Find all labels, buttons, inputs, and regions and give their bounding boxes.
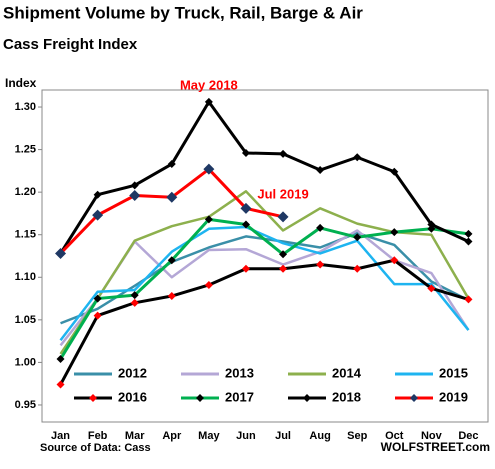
y-tick-label: 1.00 [15,356,36,368]
y-tick-label: 1.30 [15,101,36,113]
chart-subtitle: Cass Freight Index [3,36,138,53]
series-line [59,100,470,255]
y-tick-label: 1.10 [15,271,36,283]
data-point [279,264,288,273]
data-point [390,256,399,265]
legend-label: 2016 [118,389,147,404]
data-point [390,228,399,237]
data-point [279,149,288,158]
data-point [316,223,325,232]
legend-marker [410,394,418,402]
data-point [93,190,102,199]
y-axis-label: Index [5,76,37,90]
data-point [241,220,250,229]
data-point [167,160,176,169]
data-point [167,256,176,265]
x-tick-label: Aug [309,430,330,442]
data-point [427,284,436,293]
data-point [316,260,325,269]
data-point [167,292,176,301]
data-point [279,250,288,259]
data-point [390,167,399,176]
legend-label: 2014 [332,365,362,380]
x-tick-label: Jan [51,430,70,442]
legend-label: 2019 [439,389,468,404]
source: Source of Data: Cass [40,442,151,454]
credit: WOLFSTREET.com [381,440,490,454]
data-point [241,148,250,157]
data-point [55,247,67,259]
data-point [353,233,362,242]
legend-marker [303,394,311,402]
data-point [129,190,141,202]
legend-marker [196,394,204,402]
legend-label: 2018 [332,389,361,404]
plot-frame [41,89,489,423]
series-line [59,217,469,360]
annotation: Jul 2019 [257,186,308,201]
data-point [316,166,325,175]
data-point [464,229,473,238]
data-point [427,220,436,229]
x-tick-label: Jul [275,430,291,442]
data-point [203,163,215,175]
data-point [353,264,362,273]
annotation: May 2018 [180,77,238,92]
data-point [204,97,213,106]
y-tick-label: 1.25 [15,143,36,155]
data-point [204,280,213,289]
data-point [464,237,473,246]
series-line [59,225,470,342]
chart-title: Shipment Volume by Truck, Rail, Barge & … [3,3,363,22]
x-tick-label: Jun [236,430,256,442]
series-line [59,258,469,386]
data-point [464,295,473,304]
data-point [277,211,289,223]
data-point [241,264,250,273]
x-tick-label: Feb [88,430,108,442]
data-point [93,311,102,320]
data-point [353,153,362,162]
x-tick-label: Apr [162,430,182,442]
legend-label: 2012 [118,365,147,380]
data-point [204,215,213,224]
x-tick-label: Dec [458,430,478,442]
y-tick-label: 0.95 [15,399,36,411]
x-tick-label: Nov [421,430,443,442]
legend-label: 2013 [225,365,254,380]
x-tick-label: Mar [125,430,145,442]
data-point [130,291,139,300]
x-tick-label: May [198,430,220,442]
x-tick-label: Sep [347,430,367,442]
data-point [93,294,102,303]
y-tick-label: 1.05 [15,314,36,326]
legend-marker [89,394,97,402]
data-point [56,355,65,364]
data-point [166,191,178,203]
data-point [92,209,104,221]
data-point [130,298,139,307]
legend-label: 2015 [439,365,468,380]
y-tick-label: 1.15 [15,229,36,241]
x-tick-label: Oct [385,430,404,442]
legend-label: 2017 [225,389,254,404]
data-point [130,181,139,190]
data-point [56,380,65,389]
data-point [240,202,252,214]
y-tick-label: 1.20 [15,186,36,198]
